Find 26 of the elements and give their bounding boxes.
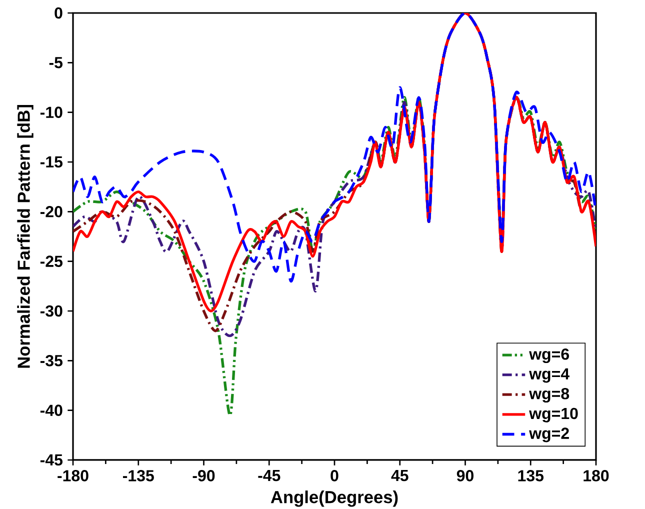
- y-tick-label: -40: [40, 404, 62, 416]
- legend-label: wg=4: [529, 368, 570, 383]
- x-tick-label: 135: [518, 470, 544, 482]
- x-tick-label: -135: [122, 470, 154, 482]
- legend-label: wg=8: [529, 388, 570, 403]
- y-tick-label: -30: [40, 305, 62, 317]
- y-tick-label: -20: [40, 206, 62, 218]
- y-tick-label: -5: [49, 57, 63, 68]
- legend-label: wg=10: [529, 408, 578, 422]
- y-axis-title: Normalized Farfield Pattern [dB]: [17, 105, 34, 368]
- x-axis-title: Angle(Degrees): [270, 490, 398, 507]
- x-tick-label: 90: [456, 470, 474, 482]
- y-tick-label: -10: [40, 106, 62, 118]
- x-tick-label: 0: [330, 470, 338, 482]
- y-tick-label: -25: [40, 256, 63, 267]
- y-tick-label: -45: [40, 454, 63, 466]
- x-tick-label: 45: [391, 470, 408, 482]
- y-tick-label: -35: [40, 354, 63, 366]
- x-tick-label: -180: [58, 470, 88, 482]
- x-tick-label: 180: [584, 470, 609, 482]
- legend-label: wg=2: [529, 428, 569, 442]
- x-tick-label: -45: [258, 470, 280, 482]
- legend-label: wg=6: [529, 348, 569, 364]
- y-tick-label: 0: [54, 7, 62, 19]
- y-tick-label: -15: [40, 156, 63, 168]
- x-tick-label: -90: [192, 470, 215, 482]
